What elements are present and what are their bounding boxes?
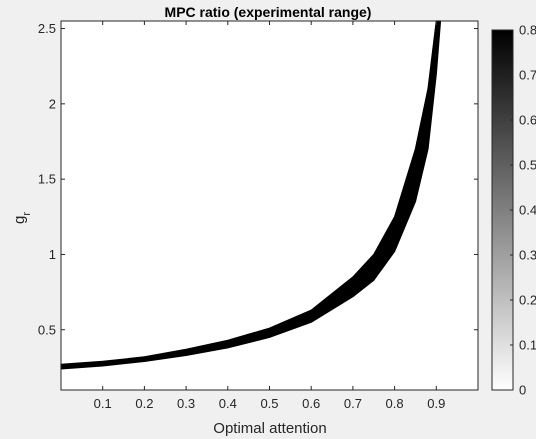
x-tick-label: 0.6 — [302, 396, 320, 411]
colorbar-tick-label: 0.2 — [519, 293, 536, 308]
colorbar-tick-label: 0.7 — [519, 68, 536, 83]
y-tick-label: 2.5 — [38, 21, 56, 36]
colorbar-tick-label: 0.8 — [519, 23, 536, 38]
colorbar-tick-label: 0.4 — [519, 203, 536, 218]
y-tick-label: 1.5 — [38, 172, 56, 187]
x-tick-label: 0.2 — [135, 396, 153, 411]
colorbar: 0 0.1 0.2 0.3 0.4 0.5 0.6 0.7 0.8 — [491, 23, 536, 398]
x-tick-label: 0.8 — [386, 396, 404, 411]
y-axis-label-subscript: r — [21, 212, 33, 216]
colorbar-tick-label: 0.1 — [519, 338, 536, 353]
x-axis-label: Optimal attention — [213, 420, 326, 437]
x-tick-label: 0.9 — [427, 396, 445, 411]
x-tick-label: 0.5 — [260, 396, 278, 411]
x-tick-label: 0.1 — [94, 396, 112, 411]
x-axis: 0.1 0.2 0.3 0.4 0.5 0.6 0.7 0.8 0.9 — [94, 21, 445, 411]
y-tick-label: 0.5 — [38, 322, 56, 337]
y-tick-label: 2 — [49, 96, 56, 111]
y-axis-label-main: g — [11, 216, 28, 224]
colorbar-tick-label: 0.5 — [519, 158, 536, 173]
colorbar-tick-label: 0.6 — [519, 113, 536, 128]
chart-title: MPC ratio (experimental range) — [165, 4, 372, 20]
colorbar-tick-label: 0.3 — [519, 248, 536, 263]
plot-area — [60, 20, 479, 391]
x-tick-label: 0.7 — [344, 396, 362, 411]
colorbar-tick-label: 0 — [519, 383, 526, 398]
y-tick-label: 1 — [49, 247, 56, 262]
y-axis: 0.5 1 1.5 2 2.5 — [38, 21, 478, 337]
colorbar-gradient — [491, 29, 514, 391]
y-axis-label: gr — [11, 212, 33, 224]
x-tick-label: 0.3 — [177, 396, 195, 411]
experimental-range-band — [60, 20, 442, 370]
x-tick-label: 0.4 — [219, 396, 237, 411]
